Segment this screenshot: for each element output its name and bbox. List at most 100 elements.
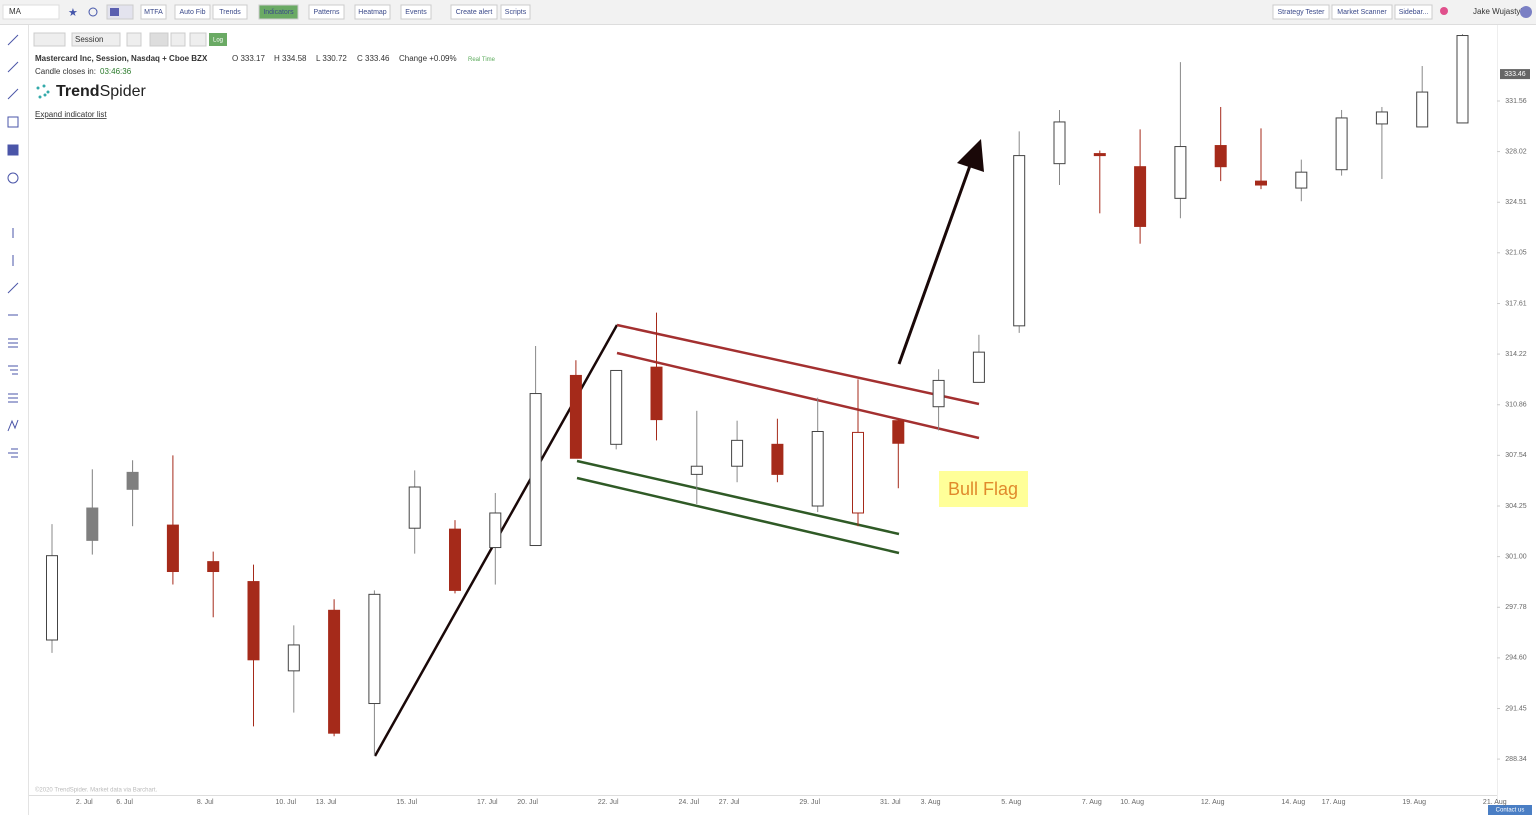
clock-button[interactable] [170, 32, 186, 47]
toolbar-button-label: Auto Fib [179, 9, 205, 16]
tool-circle[interactable] [7, 172, 19, 184]
candle-body [972, 351, 985, 383]
toolbar-button[interactable] [258, 4, 299, 20]
y-tick-label: 317.61 [1505, 300, 1527, 307]
tool-line[interactable] [7, 34, 19, 46]
left-toolbar [0, 25, 28, 815]
y-tick-label: 314.22 [1505, 351, 1527, 358]
annotation: Bull Flag [948, 479, 1018, 499]
x-tick-label: 10. Aug [1120, 799, 1144, 806]
tool-range[interactable] [8, 393, 18, 403]
toolbar-button[interactable] [500, 4, 531, 20]
candle-body [1295, 171, 1308, 189]
drawing-tools [7, 34, 19, 458]
toolbar-button-label: Patterns [313, 9, 340, 16]
candle-body [368, 593, 381, 705]
candle-body [166, 524, 179, 573]
toolbar-button-label: MTFA [144, 9, 163, 16]
candle-body [126, 471, 139, 490]
notification-icon[interactable] [1440, 7, 1448, 15]
compare-button[interactable] [149, 32, 169, 47]
high-value: H 334.58 [274, 54, 307, 63]
flag-upper-line [616, 351, 980, 440]
tool-zone[interactable] [7, 144, 19, 156]
last-price-label: 333.46 [1504, 71, 1526, 78]
candle-body [328, 609, 341, 734]
settings-button[interactable] [126, 32, 142, 47]
breakout-arrow [897, 159, 974, 365]
candle-body [1053, 121, 1066, 165]
toolbar-button[interactable] [400, 4, 432, 20]
instrument: Mastercard Inc, Session, Nasdaq + Cboe B… [35, 54, 208, 63]
y-tick-label: 288.34 [1505, 756, 1527, 763]
ohlc-line: Mastercard Inc, Session, Nasdaq + Cboe B… [35, 54, 496, 63]
toolbar-button[interactable] [1331, 4, 1393, 20]
tool-extended[interactable] [7, 88, 19, 100]
tool-path[interactable] [7, 419, 19, 432]
logo-mark [36, 84, 50, 99]
logo-bold: Trend [56, 83, 100, 100]
last-price-tag [1500, 69, 1530, 80]
tool-rect[interactable] [7, 116, 19, 128]
candle-body [1375, 111, 1388, 125]
refresh-icon[interactable] [88, 7, 98, 17]
x-tick-label: 14. Aug [1281, 799, 1305, 806]
user-name[interactable]: Jake Wujastyk [1473, 7, 1525, 16]
y-tick-label: 291.45 [1505, 705, 1527, 712]
toolbar-button-label: Sidebar... [1399, 9, 1429, 16]
tool-ray[interactable] [7, 61, 19, 73]
logo-light: Spider [100, 83, 147, 100]
toolbar-button-label: Create alert [456, 9, 493, 16]
x-tick-label: 21. Aug [1483, 799, 1507, 806]
candle-body [1093, 153, 1106, 157]
toolbar-button[interactable] [1394, 4, 1433, 20]
log-button[interactable] [209, 33, 227, 46]
candle-body [610, 369, 623, 445]
tool-fib[interactable] [7, 282, 19, 294]
candle-body [932, 379, 945, 408]
x-tick-label: 12. Aug [1201, 799, 1225, 806]
y-tick-label: 321.05 [1505, 250, 1527, 257]
x-tick-label: 5. Aug [1001, 799, 1021, 806]
candle-body [1174, 146, 1187, 199]
y-tick-label: 310.86 [1505, 402, 1527, 409]
y-tick-label: 324.51 [1505, 199, 1527, 206]
toolbar-button[interactable] [354, 4, 391, 20]
symbol-input[interactable] [2, 4, 60, 20]
toolbar-button-label: Scripts [505, 9, 527, 16]
x-tick-label: 31. Jul [880, 799, 901, 806]
x-tick-label: 13. Jul [316, 799, 337, 806]
candle-body [207, 561, 220, 573]
tool-volume[interactable] [8, 448, 18, 458]
candle-body [852, 431, 864, 514]
toolbar-button[interactable] [174, 4, 211, 20]
x-tick-label: 3. Aug [921, 799, 941, 806]
user-avatar[interactable] [1520, 6, 1532, 18]
candle-body [489, 512, 502, 549]
candle-body [287, 644, 300, 672]
session-dropdown[interactable] [71, 32, 121, 47]
symbol: MA [9, 7, 22, 16]
toolbar-button[interactable] [212, 4, 248, 20]
toolbar-button[interactable] [450, 4, 498, 20]
expand-indicators[interactable]: Expand indicator list [35, 110, 107, 119]
toolbar-button[interactable] [1272, 4, 1330, 20]
x-tick-label: 15. Jul [396, 799, 417, 806]
favorite-icon[interactable]: ★ [68, 7, 78, 19]
open-value: O 333.17 [232, 54, 265, 63]
tool-channel[interactable] [8, 338, 18, 348]
x-tick-label: 6. Jul [116, 799, 133, 806]
toolbar-button[interactable] [308, 4, 345, 20]
tool-fib-retracement[interactable] [8, 365, 18, 375]
x-tick-label: 17. Aug [1322, 799, 1346, 806]
toolbar-button-label: Heatmap [358, 9, 387, 16]
chart-type-button[interactable] [33, 32, 66, 47]
y-tick-label: 297.78 [1505, 604, 1527, 611]
candle-body [1134, 166, 1147, 227]
crosshair-button[interactable] [189, 32, 207, 47]
contact-button[interactable] [1488, 805, 1532, 815]
y-tick-label: 301.00 [1505, 553, 1527, 560]
candle-body [569, 374, 582, 459]
toolbar-button[interactable] [140, 4, 167, 20]
x-tick-label: 24. Jul [678, 799, 699, 806]
